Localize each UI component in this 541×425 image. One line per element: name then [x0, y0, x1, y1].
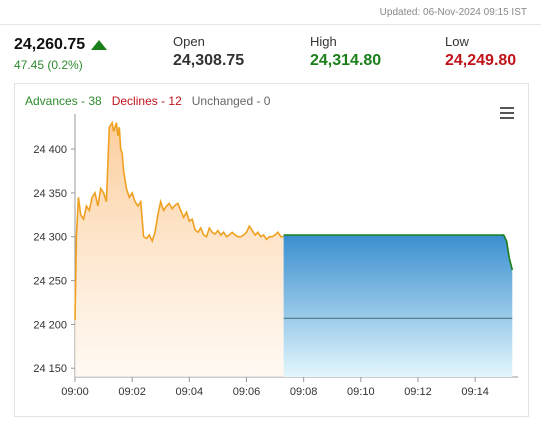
intraday-area-fill — [75, 122, 284, 377]
x-tick-label: 09:02 — [118, 386, 146, 398]
breadth-legend: Advances - 38 Declines - 12 Unchanged - … — [25, 94, 270, 108]
projection-area-fill — [283, 235, 513, 377]
y-tick-label: 24 200 — [33, 319, 67, 331]
x-tick-label: 09:10 — [347, 386, 375, 398]
projection-line — [283, 234, 514, 271]
up-arrow-icon — [91, 40, 108, 50]
current-price: 24,260.75 — [14, 36, 86, 53]
x-tick-label: 09:04 — [176, 386, 204, 398]
x-tick-label: 09:00 — [61, 386, 89, 398]
low-stat: Low 24,249.80 — [445, 34, 516, 70]
y-tick-label: 24 150 — [33, 363, 67, 375]
high-stat: High 24,314.80 — [310, 34, 381, 70]
x-tick-label: 09:12 — [404, 386, 432, 398]
x-tick-label: 09:06 — [233, 386, 261, 398]
open-stat: Open 24,308.75 — [173, 34, 244, 70]
y-tick-label: 24 350 — [33, 188, 67, 200]
chart-menu-icon[interactable] — [500, 107, 514, 122]
low-value: 24,249.80 — [445, 52, 517, 69]
index-chart: 24 150 24 200 24 250 24 300 24 350 24 400 09:0… — [33, 114, 518, 398]
y-tick-label: 24 400 — [33, 144, 67, 156]
open-value: 24,308.75 — [173, 52, 245, 69]
header-divider — [0, 24, 541, 25]
chart-panel: Advances - 38 Declines - 12 Unchanged - … — [14, 83, 529, 417]
y-tick-label: 24 250 — [33, 276, 67, 288]
x-tick-label: 09:08 — [290, 386, 318, 398]
open-label: Open — [173, 34, 205, 49]
high-value: 24,314.80 — [310, 52, 382, 69]
low-label: Low — [445, 34, 469, 49]
intraday-price-line — [74, 120, 284, 321]
declines-count: Declines - 12 — [111, 94, 182, 108]
y-tick-label: 24 300 — [33, 232, 67, 244]
high-label: High — [310, 34, 337, 49]
unchanged-count: Unchanged - 0 — [191, 94, 271, 108]
updated-timestamp: Updated: 06-Nov-2024 09:15 IST — [379, 7, 527, 18]
advances-count: Advances - 38 — [25, 94, 102, 108]
price-block: 24,260.75 47.45 (0.2%) — [14, 36, 108, 72]
x-tick-label: 09:14 — [461, 386, 489, 398]
price-change: 47.45 (0.2%) — [14, 58, 83, 72]
